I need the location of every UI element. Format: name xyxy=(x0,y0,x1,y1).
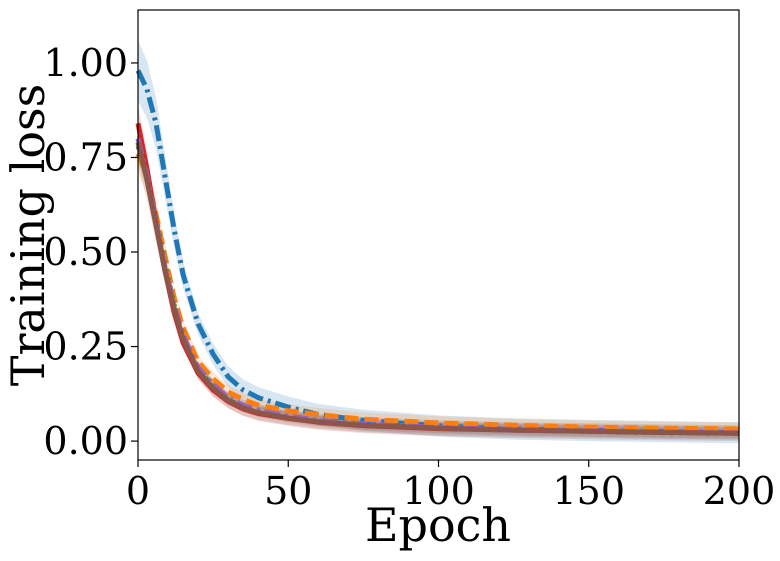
x-axis-label: Epoch xyxy=(365,498,511,552)
series-2-band xyxy=(138,134,739,436)
x-axis-ticks: 0 50 100 150 200 xyxy=(126,460,775,513)
series-6-line xyxy=(135,141,740,436)
x-tick-label: 200 xyxy=(703,469,776,513)
y-tick-label: 1.00 xyxy=(43,41,128,85)
series-1-band xyxy=(138,40,739,444)
y-axis-label: Training loss xyxy=(1,84,55,386)
y-tick-label: 0.25 xyxy=(43,325,128,369)
x-tick-label: 100 xyxy=(402,469,475,513)
y-axis-ticks: 0.00 0.25 0.50 0.75 1.00 xyxy=(43,41,138,463)
y-tick-label: 0.00 xyxy=(43,419,128,463)
x-tick-label: 0 xyxy=(126,469,150,513)
y-tick-label: 0.50 xyxy=(43,230,128,274)
y-tick-label: 0.75 xyxy=(43,135,128,179)
x-tick-label: 150 xyxy=(552,469,625,513)
x-tick-label: 50 xyxy=(264,469,312,513)
confidence-bands xyxy=(138,40,739,444)
series-lines xyxy=(135,69,740,436)
series-1-line xyxy=(135,69,740,436)
